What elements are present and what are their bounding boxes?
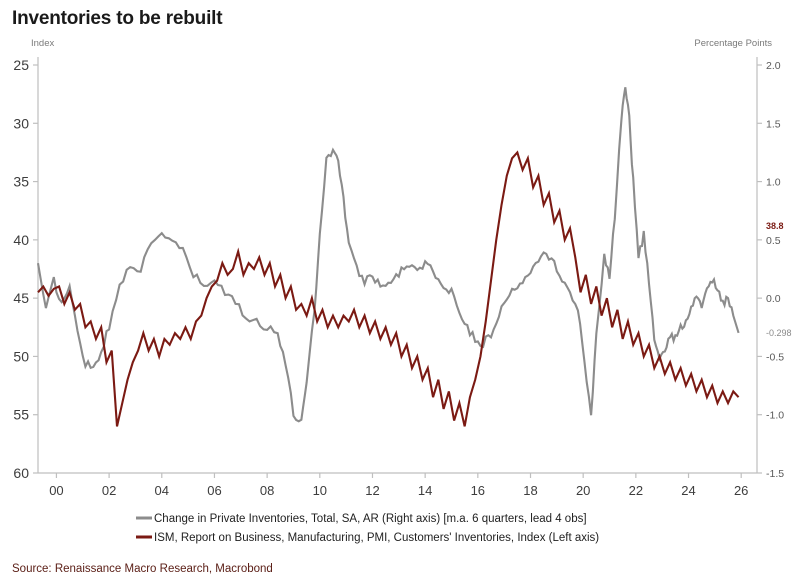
x-tick-label: 00 — [49, 483, 63, 498]
right-tick-label: -1.0 — [766, 410, 784, 422]
x-tick-label: 06 — [207, 483, 221, 498]
right-axis-unit-label: Percentage Points — [694, 38, 772, 49]
x-tick-label: 18 — [523, 483, 537, 498]
left-tick-label: 25 — [13, 57, 29, 73]
end-value-label-red: 38.8 — [766, 221, 784, 231]
x-tick-label: 12 — [365, 483, 379, 498]
page-title: Inventories to be rebuilt — [12, 8, 223, 29]
right-tick-label: 1.0 — [766, 177, 781, 189]
left-tick-label: 30 — [13, 115, 29, 131]
x-tick-label: 20 — [576, 483, 590, 498]
right-tick-label: -1.5 — [766, 468, 784, 480]
left-tick-label: 50 — [13, 348, 29, 364]
x-tick-label: 26 — [734, 483, 748, 498]
x-tick-label: 04 — [155, 483, 169, 498]
left-tick-label: 60 — [13, 465, 29, 481]
legend-label: Change in Private Inventories, Total, SA… — [154, 513, 587, 525]
x-tick-label: 22 — [629, 483, 643, 498]
legend-label: ISM, Report on Business, Manufacturing, … — [154, 532, 599, 544]
right-tick-label: 1.5 — [766, 118, 781, 130]
left-tick-label: 40 — [13, 232, 29, 248]
x-tick-label: 24 — [681, 483, 695, 498]
right-tick-label: -0.5 — [766, 351, 784, 363]
left-tick-label: 55 — [13, 407, 29, 423]
series-line-ism-customers-inventories — [37, 150, 740, 427]
legend-item: ISM, Report on Business, Manufacturing, … — [136, 532, 599, 544]
right-tick-label: 2.0 — [766, 60, 781, 72]
left-axis-unit-label: Index — [31, 38, 55, 49]
x-tick-label: 02 — [102, 483, 116, 498]
left-tick-label: 45 — [13, 290, 29, 306]
end-value-label-gray: -0.298 — [766, 328, 792, 338]
source-note: Source: Renaissance Macro Research, Macr… — [12, 563, 273, 575]
legend-item: Change in Private Inventories, Total, SA… — [136, 513, 587, 525]
x-tick-label: 10 — [313, 483, 327, 498]
right-tick-label: 0.0 — [766, 293, 781, 305]
left-tick-label: 35 — [13, 174, 29, 190]
x-tick-label: 14 — [418, 483, 432, 498]
right-tick-label: 0.5 — [766, 235, 781, 247]
x-tick-label: 16 — [471, 483, 485, 498]
series-line-change-in-private-inventories — [36, 87, 740, 423]
x-tick-label: 08 — [260, 483, 274, 498]
